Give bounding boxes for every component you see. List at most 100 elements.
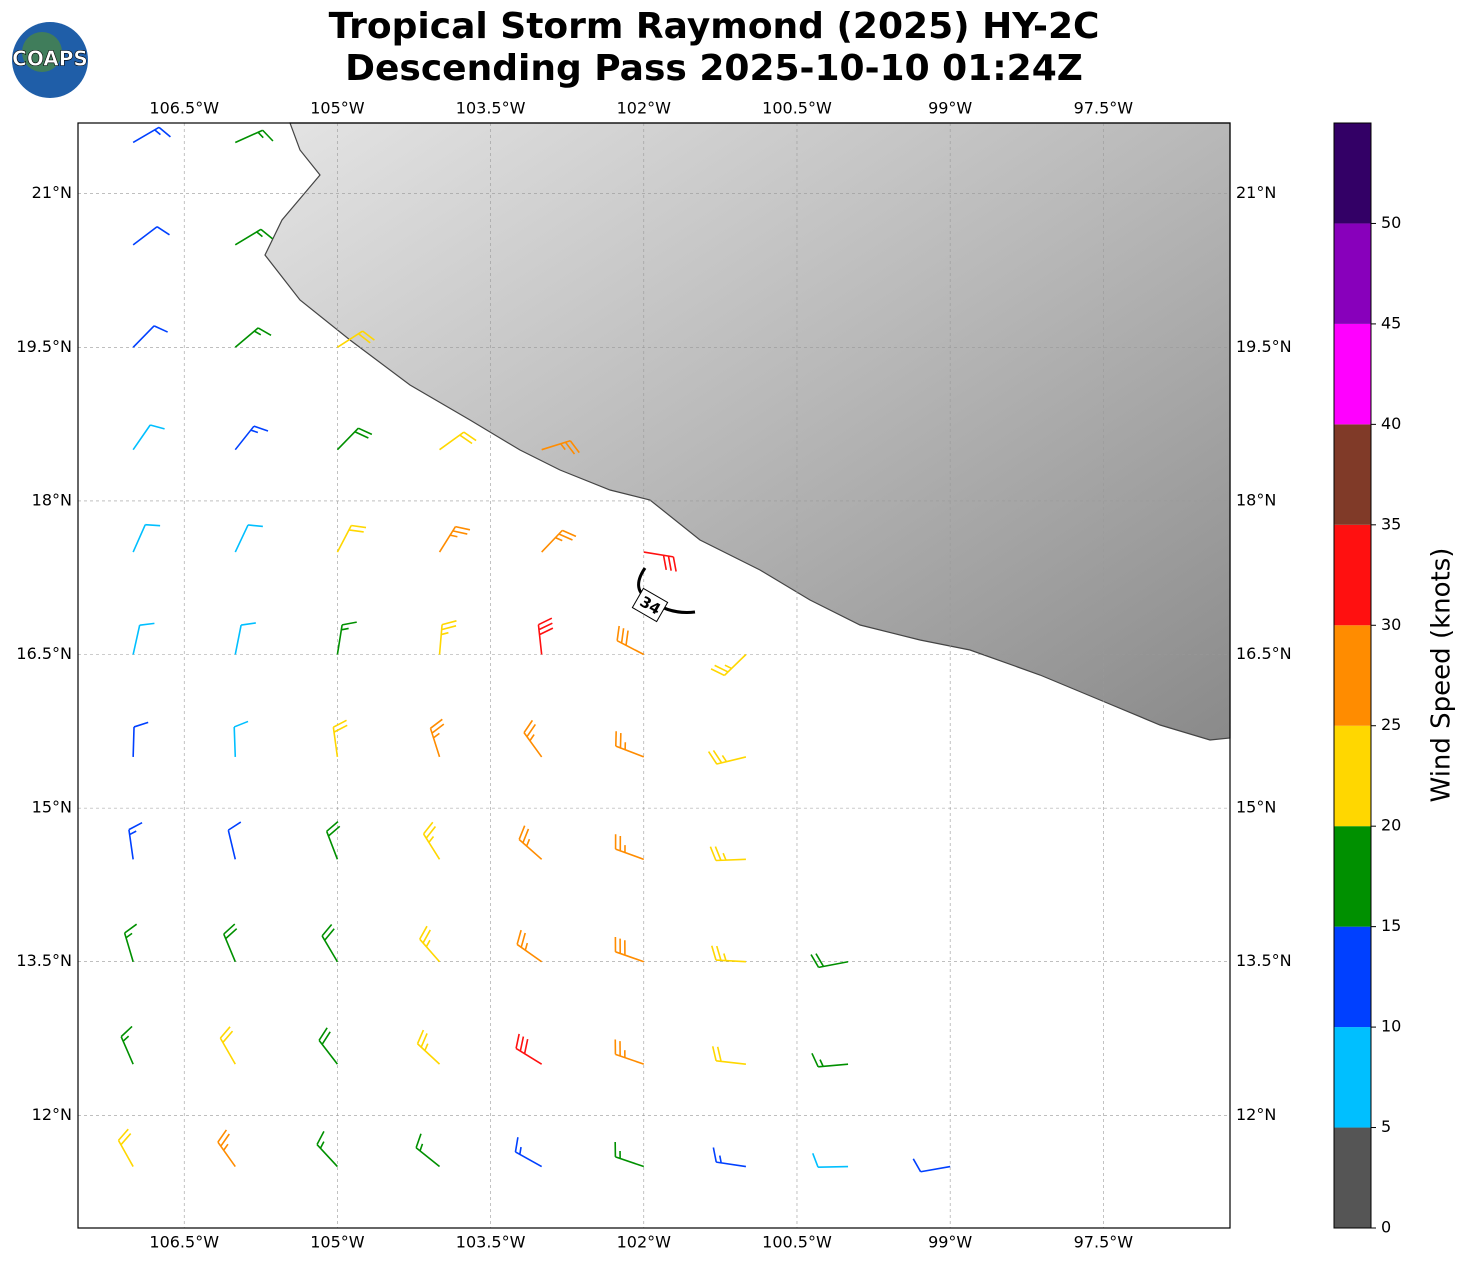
wind-barb: [415, 1133, 441, 1168]
colorbar-segment: [1334, 123, 1371, 224]
x-tick-label: 106.5°W: [149, 1233, 219, 1252]
wind-barb: [811, 1052, 849, 1068]
x-tick-label: 100.5°W: [762, 1233, 832, 1252]
wind-barb: [711, 1046, 747, 1065]
x-tick-label: 103.5°W: [456, 99, 526, 118]
colorbar: 0 5 10 15 20 25 30 35 40 45 50: [1333, 122, 1401, 1237]
colorbar-segment: [1334, 1127, 1371, 1228]
wind-barb: [516, 929, 543, 963]
wind-barb: [710, 653, 747, 677]
wind-barb: [217, 1129, 236, 1168]
wind-barb: [132, 126, 171, 144]
colorbar-segment: [1334, 323, 1371, 425]
contour-label-box: [631, 587, 669, 623]
y-tick-label: 12°N: [1236, 1105, 1276, 1124]
x-tick-label: 99°W: [928, 1233, 972, 1252]
wind-barb: [318, 1027, 339, 1065]
colorbar-segment: [1334, 524, 1371, 626]
wind-barb: [712, 1147, 747, 1168]
wind-barb: [422, 821, 441, 860]
x-tick-label: 99°W: [928, 99, 972, 118]
wind-barb: [614, 731, 645, 758]
wind-barb: [710, 945, 746, 963]
colorbar-frame: [1333, 122, 1372, 1229]
wind-barb: [234, 228, 273, 246]
wind-barbs: [117, 126, 951, 1173]
colorbar-segment: [1334, 926, 1371, 1028]
wind-barb: [614, 834, 645, 861]
colorbar-segment: [1334, 424, 1371, 525]
land: [264, 122, 1231, 741]
wind-barb: [234, 524, 263, 553]
wind-barb: [132, 622, 155, 655]
y-tick-label: 18°N: [1236, 490, 1276, 509]
x-tick-label: 97.5°W: [1074, 1233, 1134, 1252]
wind-barb: [439, 431, 477, 451]
colorbar-tick-label: 10: [1381, 1017, 1401, 1036]
y-tick-label: 19.5°N: [16, 337, 72, 356]
wind-barb: [707, 749, 747, 765]
x-tick-label: 105°W: [310, 99, 365, 118]
x-tick-label: 105°W: [310, 1233, 365, 1252]
y-tick-label: 19.5°N: [1236, 337, 1292, 356]
colorbar-tick-label: 50: [1381, 213, 1401, 232]
x-tick-label: 97.5°W: [1074, 99, 1134, 118]
y-tick-label: 16.5°N: [1236, 644, 1292, 663]
wind-barb: [332, 719, 348, 758]
wind-barb: [614, 1141, 645, 1168]
wind-barb: [336, 524, 367, 553]
wind-barb: [219, 1026, 236, 1065]
wind-barb: [132, 424, 165, 451]
wind-barb: [438, 525, 471, 553]
wind-barb: [120, 1025, 134, 1065]
y-tick-label: 13.5°N: [16, 951, 72, 970]
wind-barb: [537, 617, 554, 655]
wind-barb: [234, 129, 274, 144]
colorbar-tick-label: 25: [1381, 715, 1401, 734]
wind-barb: [614, 1039, 645, 1065]
colorbar-segment: [1334, 625, 1371, 726]
y-tick-label: 21°N: [1236, 183, 1276, 202]
wind-barb: [123, 923, 138, 962]
wind-barb: [234, 622, 256, 655]
wind-barb: [233, 720, 249, 757]
colorbar-tick-label: 20: [1381, 816, 1401, 835]
wind-barb: [321, 923, 339, 963]
wind-barb: [234, 327, 272, 348]
logo-text: COAPS: [12, 47, 88, 71]
wind-barb: [643, 551, 677, 572]
colorbar-tick-label: 45: [1381, 313, 1401, 332]
wind-barb: [518, 825, 543, 860]
grid: [78, 123, 1230, 1228]
colorbar-segment: [1334, 223, 1371, 324]
y-tick-label: 21°N: [32, 183, 72, 202]
colorbar-tick-label: 40: [1381, 414, 1401, 433]
x-tick-label: 106.5°W: [149, 99, 219, 118]
wind-barb: [416, 1029, 441, 1065]
y-tick-label: 16.5°N: [16, 644, 72, 663]
x-tick-label: 102°W: [617, 99, 672, 118]
wind-barb: [223, 923, 238, 963]
logo-land: [22, 32, 62, 72]
wind-barb: [132, 721, 149, 757]
y-tick-label: 13.5°N: [1236, 951, 1292, 970]
wind-barb: [810, 953, 849, 969]
colorbar-segment: [1334, 725, 1371, 827]
wind-barb: [132, 325, 168, 348]
wind-barb: [811, 1153, 849, 1169]
y-tick-label: 15°N: [1236, 798, 1276, 817]
wind-barb: [438, 620, 457, 655]
wind-barb: [336, 330, 375, 348]
x-tick-label: 103.5°W: [456, 1233, 526, 1252]
wind-barb: [128, 821, 143, 860]
map-frame: [77, 122, 1231, 1229]
colorbar-tick-label: 30: [1381, 615, 1401, 634]
colorbar-segment: [1334, 1027, 1371, 1128]
colorbar-segment: [1334, 826, 1371, 927]
y-tick-label: 18°N: [32, 490, 72, 509]
colorbar-tick-label: 35: [1381, 514, 1401, 533]
wind-barb: [616, 625, 645, 656]
wind-barb: [912, 1158, 951, 1173]
wind-barb: [541, 529, 577, 553]
